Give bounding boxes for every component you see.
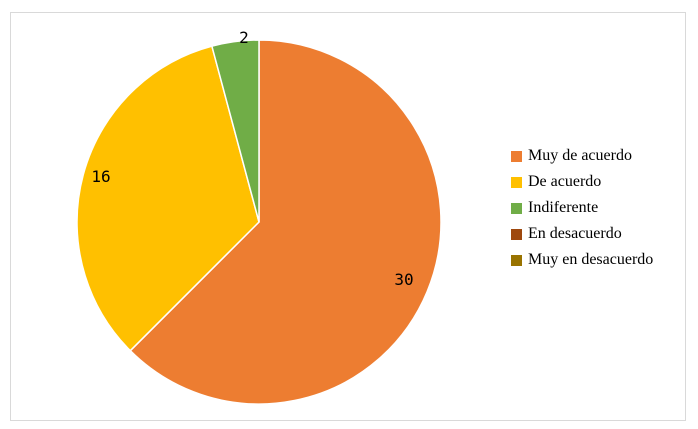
- pie-slice-de-acuerdo: [76, 45, 260, 352]
- legend-swatch: [511, 176, 522, 188]
- legend-label: Muy de acuerdo: [528, 147, 632, 164]
- legend-label: Indiferente: [528, 199, 599, 216]
- legend-item-en-desacuerdo: En desacuerdo: [511, 221, 653, 247]
- legend-item-de-acuerdo: De acuerdo: [511, 169, 653, 195]
- legend-label: De acuerdo: [528, 173, 602, 190]
- legend-swatch: [511, 228, 522, 240]
- chart-legend: Muy de acuerdo De acuerdo Indiferente En de…: [511, 143, 653, 273]
- data-label-indiferente: 2: [239, 28, 249, 47]
- legend-item-muy-en-desacuerdo: Muy en desacuerdo: [511, 247, 653, 273]
- legend-item-indiferente: Indiferente: [511, 195, 653, 221]
- pie-data-labels: 30 16 2: [91, 28, 413, 289]
- data-label-de-acuerdo: 16: [91, 167, 110, 186]
- legend-swatch: [511, 202, 522, 214]
- pie-slice-indiferente: [210, 39, 260, 223]
- legend-label: Muy en desacuerdo: [528, 251, 654, 268]
- legend-label: En desacuerdo: [528, 225, 622, 242]
- data-label-muy-de-acuerdo: 30: [394, 270, 413, 289]
- legend-item-muy-de-acuerdo: Muy de acuerdo: [511, 143, 653, 169]
- pie-slices: [76, 39, 442, 405]
- pie-slice-muy-de-acuerdo: [129, 39, 442, 405]
- legend-swatch: [511, 150, 522, 162]
- legend-swatch: [511, 254, 522, 266]
